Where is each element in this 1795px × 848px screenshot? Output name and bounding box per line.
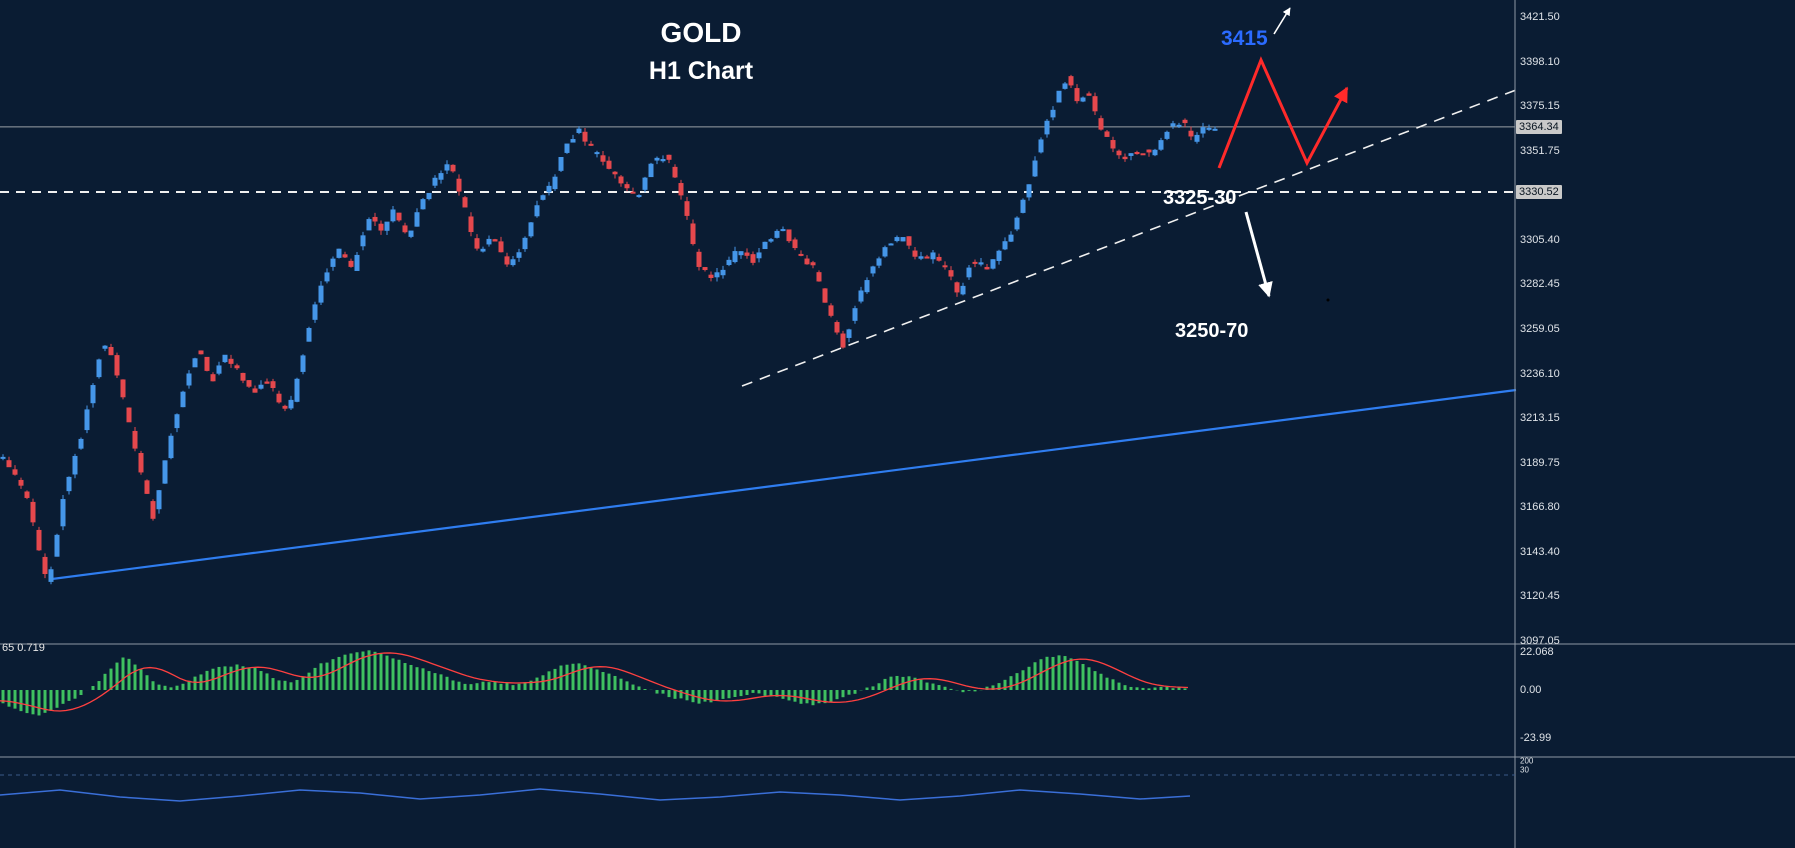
target-price-annotation: 3415 [1221, 27, 1268, 50]
stray-dot [1326, 298, 1330, 302]
price-tick: 3097.05 [1520, 635, 1560, 647]
indicator-tick: 30 [1520, 765, 1529, 775]
bottom-indicator-line [0, 788, 1191, 802]
price-marker-box: 3330.52 [1516, 184, 1562, 199]
lower-zone-annotation: 3250-70 [1175, 320, 1249, 342]
price-tick: 3120.45 [1520, 590, 1560, 602]
price-tick: 3282.45 [1520, 278, 1560, 291]
price-marker-box: 3364.34 [1516, 119, 1562, 134]
bullish-candles-layer [0, 82, 1218, 585]
price-tick: 3398.10 [1520, 56, 1560, 68]
indicator-tick: 0.00 [1520, 684, 1542, 696]
support-zone-annotation: 3325-30 [1163, 187, 1237, 209]
indicator-tick: 22.068 [1520, 646, 1554, 658]
price-tick: 3189.75 [1520, 456, 1560, 469]
long-term-support [51, 388, 1517, 581]
downside-arrow [1244, 211, 1273, 298]
price-tick: 3143.40 [1520, 545, 1560, 558]
small-up-arrow [1273, 7, 1291, 35]
chart-title-symbol: GOLD [660, 17, 742, 48]
price-tick: 3213.15 [1520, 411, 1560, 424]
price-tick: 3421.50 [1520, 11, 1560, 23]
rising-support-dashed [741, 89, 1517, 387]
chart-title-timeframe: H1 Chart [648, 57, 754, 85]
macd-signal-line [0, 652, 1189, 712]
indicator-tick: -23.99 [1520, 732, 1552, 744]
macd-histogram-layer [1, 650, 1187, 716]
bearish-candles-layer [6, 74, 1194, 579]
indicator-tick: 200 [1520, 756, 1534, 766]
price-tick: 3166.80 [1520, 500, 1560, 513]
price-tick: 3259.05 [1520, 323, 1560, 336]
chart-title: GOLD H1 Chart [649, 19, 753, 84]
indicator-value-label: 65 0.719 [2, 642, 45, 654]
price-tick: 3375.15 [1520, 100, 1560, 113]
forecast-zigzag-arrow [1217, 56, 1349, 169]
price-tick: 3236.10 [1520, 367, 1560, 380]
price-tick: 3305.40 [1520, 234, 1560, 247]
price-tick: 3351.75 [1520, 145, 1560, 158]
